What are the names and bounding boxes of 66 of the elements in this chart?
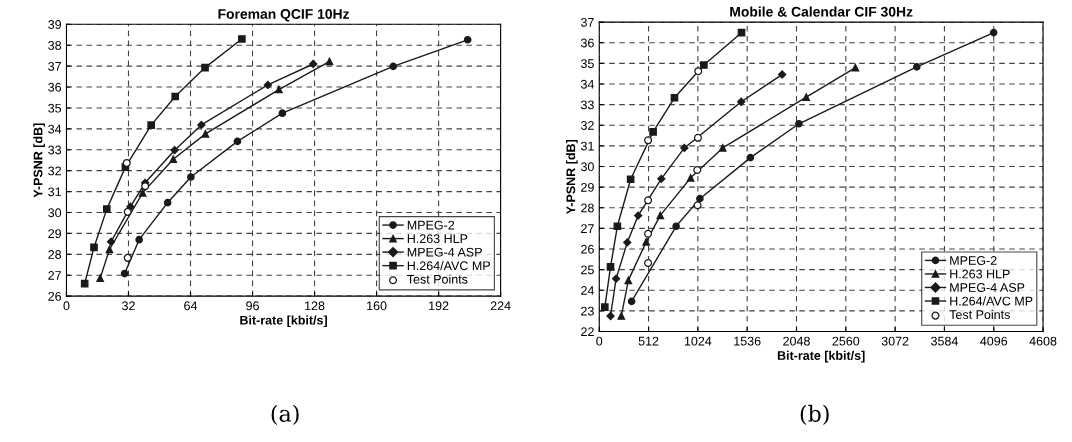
legend-label: H.264/AVC MP (950, 296, 1033, 306)
x-axis-title: Bit-rate [kbit/s] (777, 350, 865, 363)
text: (b) (800, 404, 829, 426)
y-tick-label: 23 (581, 306, 594, 316)
x-tick-label: 1536 (734, 336, 761, 346)
x-tick-label: 32 (122, 301, 135, 311)
x-tick-label: 224 (490, 301, 511, 311)
y-tick-label: 28 (581, 203, 594, 213)
y-tick-label: 28 (48, 250, 62, 259)
x-tick-label: 2560 (832, 336, 860, 346)
x-tick-label: 96 (246, 301, 259, 311)
y-tick-label: 34 (580, 79, 595, 89)
y-tick-label: 32 (48, 166, 61, 176)
y-tick-label: 35 (580, 59, 594, 69)
legend-label: MPEG-2 (407, 220, 455, 230)
y-tick-label: 26 (581, 244, 594, 254)
y-tick-label: 37 (48, 61, 61, 71)
y-axis-title: Y-PSNR [dB] (566, 140, 578, 215)
y-tick-label: 25 (581, 265, 594, 275)
y-tick-label: 36 (48, 82, 62, 92)
legend-label: MPEG-2 (950, 256, 997, 265)
x-tick-label: 0 (63, 301, 70, 311)
x-tick-label: 192 (429, 301, 449, 311)
legend-label: Test Points (949, 309, 1010, 320)
chart-title: Foreman QCIF 10Hz (218, 9, 350, 22)
y-tick-label: 33 (580, 100, 594, 110)
y-tick-label: 22 (581, 327, 594, 337)
y-tick-label: 35 (48, 103, 62, 113)
x-tick-label: 3072 (881, 336, 909, 346)
legend-label: H.263 HLP (950, 269, 1010, 279)
x-tick-label: 128 (305, 301, 325, 311)
y-tick-label: 30 (580, 162, 594, 172)
y-tick-label: 29 (581, 182, 594, 192)
text: (a) (271, 404, 299, 426)
y-tick-label: 27 (48, 271, 61, 280)
y-tick-label: 31 (580, 141, 594, 151)
legend-label: Test Points (407, 274, 468, 284)
y-tick-label: 34 (48, 124, 62, 134)
y-tick-label: 27 (581, 224, 594, 233)
y-tick-label: 39 (48, 20, 62, 29)
chart-title: Mobile & Calendar CIF 30Hz (730, 6, 913, 17)
y-tick-label: 32 (580, 121, 594, 130)
x-tick-label: 512 (638, 336, 659, 346)
x-tick-label: 1024 (684, 336, 712, 346)
y-axis-title: Y-PSNR [dB] (33, 123, 45, 198)
x-tick-label: 3584 (931, 336, 958, 346)
x-tick-label: 2048 (783, 336, 810, 346)
legend-label: H.264/AVC MP (407, 260, 490, 271)
legend-label: MPEG-4 ASP (950, 283, 1025, 292)
x-tick-label: 4096 (980, 336, 1008, 346)
legend-label: H.263 HLP (407, 234, 468, 244)
y-tick-label: 24 (581, 286, 595, 295)
x-tick-label: 160 (367, 301, 387, 311)
y-tick-label: 33 (48, 145, 62, 155)
x-tick-label: 0 (596, 336, 603, 346)
x-tick-label: 64 (184, 301, 198, 311)
legend-label: MPEG-4 ASP (407, 247, 482, 257)
y-tick-label: 30 (48, 208, 62, 218)
x-tick-label: 4608 (1029, 336, 1057, 346)
y-tick-label: 36 (580, 38, 594, 48)
y-tick-label: 38 (48, 41, 62, 50)
y-tick-label: 29 (48, 229, 62, 239)
y-tick-label: 37 (580, 17, 594, 27)
x-axis-title: Bit-rate [kbit/s] (240, 315, 327, 328)
y-tick-label: 31 (48, 187, 61, 197)
y-tick-label: 26 (48, 291, 62, 301)
